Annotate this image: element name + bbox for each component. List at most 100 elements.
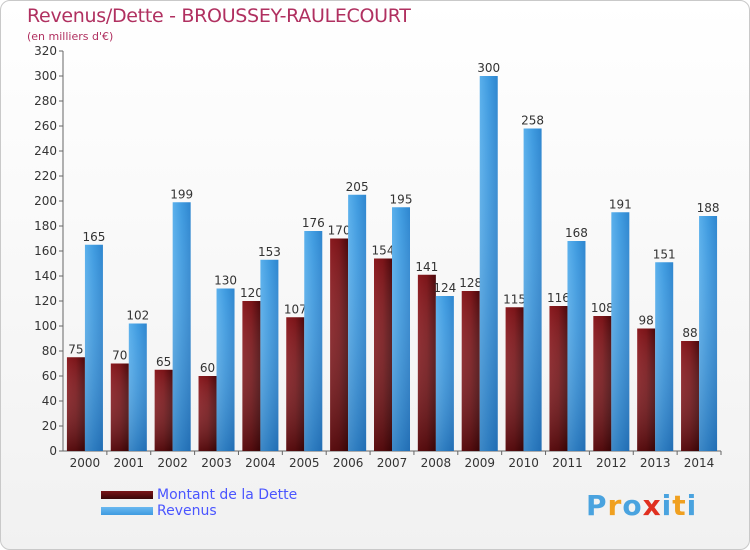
data-label-dette: 116 [547,291,570,305]
data-label-dette: 65 [156,355,171,369]
bar-revenus-shade [523,128,542,451]
legend: Montant de la Dette Revenus [101,487,297,519]
bar-revenus-shade [128,323,147,451]
x-tick-label: 2007 [377,456,408,470]
logo-letter: r [607,489,623,522]
logo-letter: i [661,489,673,522]
y-tick-label: 300 [34,69,57,83]
y-tick-label: 280 [34,94,57,108]
logo-letter: i [686,489,698,522]
y-tick-label: 220 [34,169,57,183]
chart-subtitle: (en milliers d'€) [27,30,114,43]
y-tick-label: 240 [34,144,57,158]
x-tick-label: 2009 [464,456,495,470]
bar-dette-shade [505,307,524,451]
logo-letter: t [672,489,687,522]
bar-revenus-shade [611,212,630,451]
data-label-dette: 115 [503,292,526,306]
bar-dette-shade [549,306,568,451]
bar-revenus-shade [479,76,498,451]
x-tick-label: 2008 [421,456,452,470]
data-label-revenus: 168 [565,226,588,240]
legend-item-dette: Montant de la Dette [101,487,297,503]
legend-swatch-dette [101,491,153,499]
y-tick-label: 40 [42,394,57,408]
x-tick-label: 2013 [640,456,671,470]
bar-revenus-shade [348,194,367,451]
x-tick-label: 2004 [245,456,276,470]
data-label-dette: 120 [240,286,263,300]
data-label-dette: 128 [459,276,482,290]
data-label-revenus: 195 [390,192,413,206]
data-label-dette: 75 [68,342,83,356]
y-tick-label: 120 [34,294,57,308]
x-tick-label: 2006 [333,456,364,470]
data-label-revenus: 124 [433,281,456,295]
legend-item-revenus: Revenus [101,503,297,519]
data-label-revenus: 191 [609,197,632,211]
data-label-dette: 60 [200,361,215,375]
bar-dette-shade [374,258,392,451]
bar-revenus-shade [260,259,279,451]
data-label-revenus: 300 [477,61,500,75]
legend-label-revenus: Revenus [157,503,217,519]
data-label-revenus: 199 [170,187,193,201]
y-tick-label: 100 [34,319,57,333]
data-label-revenus: 102 [126,309,149,323]
proxiti-logo: Proxiti [586,489,697,522]
data-label-dette: 98 [639,314,654,328]
data-label-dette: 107 [284,302,307,316]
data-label-dette: 154 [372,244,395,258]
x-tick-label: 2011 [552,456,583,470]
y-tick-label: 200 [34,194,57,208]
bar-dette-shade [417,274,436,451]
bar-dette-shade [330,238,349,451]
bar-revenus-shade [435,296,454,451]
data-label-dette: 141 [415,260,438,274]
x-tick-label: 2002 [157,456,188,470]
bar-dette-shade [198,376,217,451]
data-label-dette: 70 [112,349,127,363]
data-label-revenus: 165 [82,230,105,244]
bar-dette-shade [593,316,612,451]
y-tick-label: 0 [49,444,57,458]
data-label-dette: 108 [591,301,614,315]
y-tick-label: 140 [34,269,57,283]
data-label-revenus: 188 [697,201,720,215]
bar-revenus-shade [304,231,323,451]
data-label-revenus: 176 [302,216,325,230]
bar-revenus-shade [567,241,586,451]
x-tick-label: 2014 [684,456,715,470]
x-tick-label: 2012 [596,456,627,470]
y-tick-label: 20 [42,419,57,433]
logo-letter: o [622,489,643,522]
bar-revenus-shade [216,288,235,451]
y-tick-label: 320 [34,44,57,58]
data-label-dette: 88 [682,326,697,340]
data-label-revenus: 205 [346,180,369,194]
bar-dette-shade [242,301,261,451]
legend-label-dette: Montant de la Dette [157,487,298,503]
data-label-revenus: 258 [521,114,544,128]
bar-revenus-shade [699,216,718,451]
bar-dette-shade [110,363,129,451]
y-tick-label: 260 [34,119,57,133]
x-tick-label: 2001 [114,456,145,470]
logo-letter: P [586,489,608,522]
data-label-dette: 170 [328,224,351,238]
bar-revenus-shade [392,207,410,451]
x-tick-label: 2005 [289,456,320,470]
x-tick-label: 2000 [70,456,101,470]
bar-dette-shade [461,291,480,451]
y-tick-label: 180 [34,219,57,233]
data-label-revenus: 130 [214,274,237,288]
bar-dette-shade [681,341,700,451]
bar-revenus-shade [84,244,103,451]
bar-dette-shade [637,328,656,451]
data-label-revenus: 151 [653,247,676,261]
y-tick-label: 160 [34,244,57,258]
chart-title: Revenus/Dette - BROUSSEY-RAULECOURT [27,5,411,27]
y-tick-label: 80 [42,344,57,358]
